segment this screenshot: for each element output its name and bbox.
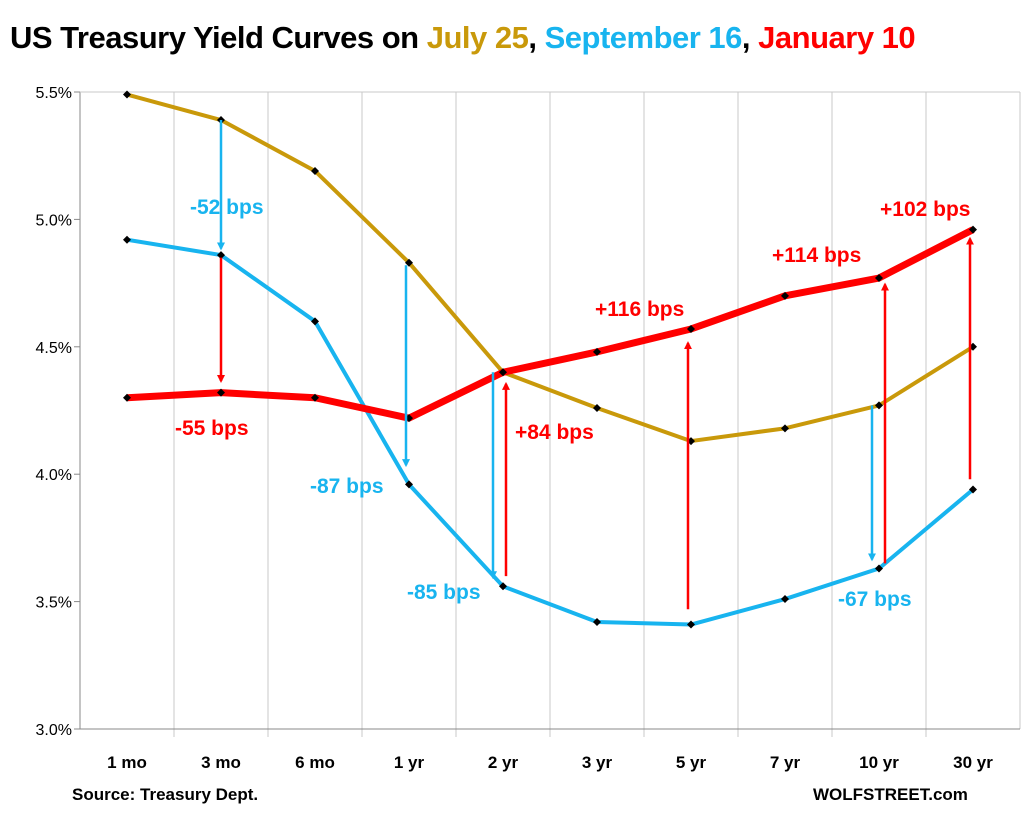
series-line-1: [126, 237, 975, 627]
y-tick-label: 5.0%: [36, 212, 72, 229]
data-point-marker: [123, 90, 131, 99]
data-point-marker: [123, 235, 131, 244]
change-label: -52 bps: [190, 196, 264, 219]
title-date-september: September 16: [544, 20, 743, 55]
title-part: ,: [741, 20, 759, 55]
change-label: -67 bps: [838, 588, 912, 611]
data-point-marker: [875, 274, 883, 283]
title-part: US Treasury Yield Curves on: [10, 20, 427, 55]
data-point-marker: [311, 393, 319, 402]
x-tick-label: 6 mo: [295, 753, 335, 772]
series-line-0: [126, 92, 975, 444]
data-point-marker: [405, 480, 413, 489]
data-point-marker: [217, 388, 225, 397]
y-tick-label: 4.0%: [36, 467, 72, 484]
chart-title: US Treasury Yield Curves on July 25, Sep…: [10, 20, 916, 56]
x-tick-label: 5 yr: [676, 753, 707, 772]
change-label: +114 bps: [772, 244, 861, 267]
data-point-marker: [875, 564, 883, 573]
change-label: -85 bps: [407, 581, 481, 604]
data-point-marker: [499, 582, 507, 591]
x-tick-label: 2 yr: [488, 753, 519, 772]
title-part: ,: [528, 20, 545, 55]
x-tick-label: 1 yr: [394, 753, 425, 772]
data-point-marker: [781, 424, 789, 433]
change-label: +102 bps: [880, 198, 970, 221]
data-point-marker: [687, 324, 695, 333]
data-point-marker: [311, 166, 319, 175]
title-date-january: January 10: [758, 20, 916, 55]
data-point-marker: [781, 291, 789, 300]
y-tick-label: 3.5%: [36, 595, 72, 612]
data-point-marker: [687, 620, 695, 629]
x-tick-label: 3 mo: [201, 753, 241, 772]
change-label: +84 bps: [515, 421, 594, 444]
data-point-marker: [405, 258, 413, 267]
data-point-marker: [593, 403, 601, 412]
source-note: Source: Treasury Dept.: [72, 785, 259, 804]
data-point-marker: [969, 485, 977, 494]
title-date-july: July 25: [426, 20, 529, 55]
change-label: -55 bps: [175, 417, 249, 440]
change-label: -87 bps: [310, 475, 384, 498]
data-point-marker: [499, 368, 507, 377]
brand-label: WOLFSTREET.com: [813, 785, 968, 804]
y-tick-label: 3.0%: [36, 722, 72, 739]
data-point-marker: [969, 225, 977, 234]
series-line-2: [126, 226, 975, 422]
x-tick-label: 7 yr: [770, 753, 801, 772]
data-point-marker: [123, 393, 131, 402]
data-point-marker: [875, 401, 883, 410]
data-point-marker: [593, 617, 601, 626]
x-tick-label: 10 yr: [859, 753, 899, 772]
data-point-marker: [593, 347, 601, 356]
data-point-marker: [311, 317, 319, 326]
y-tick-label: 5.5%: [36, 85, 72, 102]
y-tick-label: 4.5%: [36, 340, 72, 357]
x-tick-label: 30 yr: [953, 753, 993, 772]
data-point-marker: [217, 251, 225, 260]
change-label: +116 bps: [595, 298, 684, 321]
data-point-marker: [781, 595, 789, 604]
x-tick-label: 1 mo: [107, 753, 147, 772]
x-tick-label: 3 yr: [582, 753, 613, 772]
